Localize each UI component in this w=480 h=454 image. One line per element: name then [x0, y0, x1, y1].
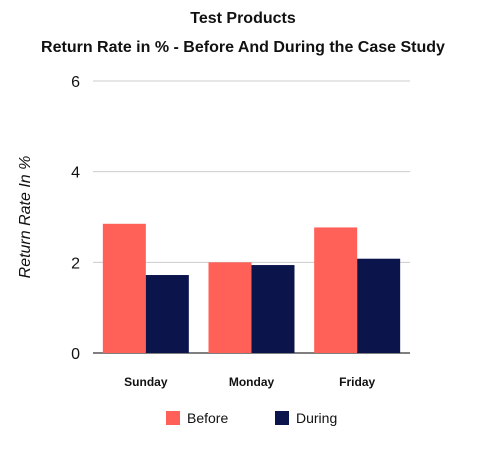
x-tick-label: Friday [339, 375, 375, 389]
bar-before-friday [314, 227, 358, 353]
y-tick-label: 4 [71, 165, 80, 182]
bars [102, 223, 401, 353]
bar-during-monday [251, 265, 295, 353]
legend-label-during: During [296, 410, 337, 426]
bar-during-friday [357, 258, 401, 353]
chart-subtitle: Return Rate in % - Before And During the… [41, 39, 445, 56]
bar-before-monday [208, 262, 252, 353]
y-tick-label: 2 [71, 255, 80, 272]
legend-swatch-before [166, 411, 180, 425]
y-axis-label: Return Rate In % [17, 156, 34, 279]
y-tick-label: 6 [71, 74, 80, 91]
bar-before-sunday [102, 223, 146, 353]
legend-label-before: Before [187, 410, 228, 426]
bar-during-sunday [145, 275, 189, 353]
legend-swatch-during [275, 411, 289, 425]
x-tick-label: Sunday [124, 375, 168, 389]
y-tick-label: 0 [71, 346, 80, 363]
y-axis-ticks: 0 2 4 6 [71, 74, 80, 363]
legend: Before During [166, 410, 337, 426]
x-tick-label: Monday [229, 375, 275, 389]
chart-title: Test Products [190, 10, 296, 27]
x-axis-ticks: Sunday Monday Friday [124, 375, 375, 389]
